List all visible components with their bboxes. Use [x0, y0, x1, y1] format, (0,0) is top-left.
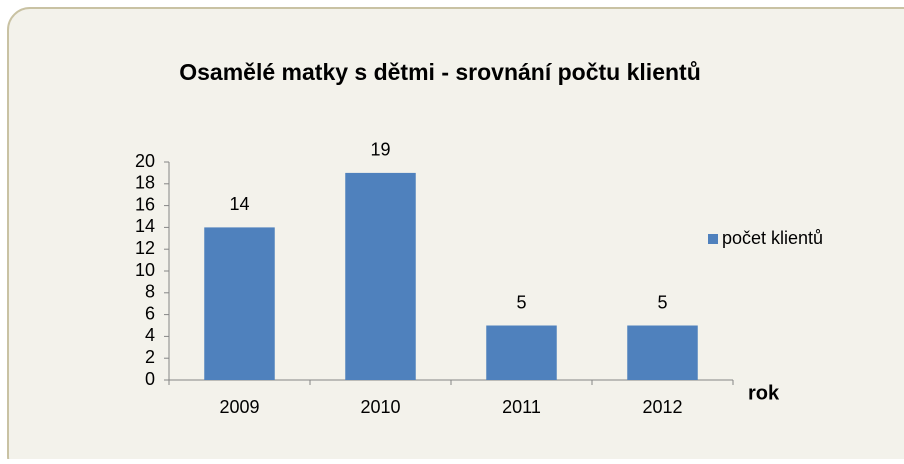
data-label: 5: [657, 292, 667, 312]
x-tick-label: 2011: [502, 397, 541, 417]
x-tick-label: 2012: [642, 397, 682, 417]
data-label: 5: [516, 292, 526, 312]
y-tick-label: 20: [135, 151, 155, 171]
legend-swatch: [708, 234, 718, 244]
y-tick-label: 16: [135, 194, 155, 214]
data-label: 19: [370, 140, 390, 160]
bar: [345, 172, 416, 380]
y-tick-label: 0: [145, 369, 155, 389]
bar: [486, 325, 557, 380]
x-axis-label: rok: [748, 382, 780, 404]
bar: [627, 325, 698, 380]
bar: [204, 227, 275, 380]
y-tick-label: 6: [145, 303, 155, 323]
y-tick-label: 4: [145, 325, 155, 345]
y-tick-label: 8: [145, 282, 155, 302]
y-tick-label: 2: [145, 347, 155, 367]
y-tick-label: 10: [135, 260, 155, 280]
chart-title: Osamělé matky s dětmi - srovnání počtu k…: [179, 59, 701, 85]
legend-label: počet klientů: [722, 228, 823, 248]
x-tick-label: 2010: [360, 397, 400, 417]
y-tick-label: 14: [135, 216, 155, 236]
y-tick-label: 12: [135, 238, 155, 258]
x-tick-label: 2009: [219, 397, 259, 417]
y-tick-label: 18: [135, 173, 155, 193]
data-label: 14: [229, 194, 249, 214]
